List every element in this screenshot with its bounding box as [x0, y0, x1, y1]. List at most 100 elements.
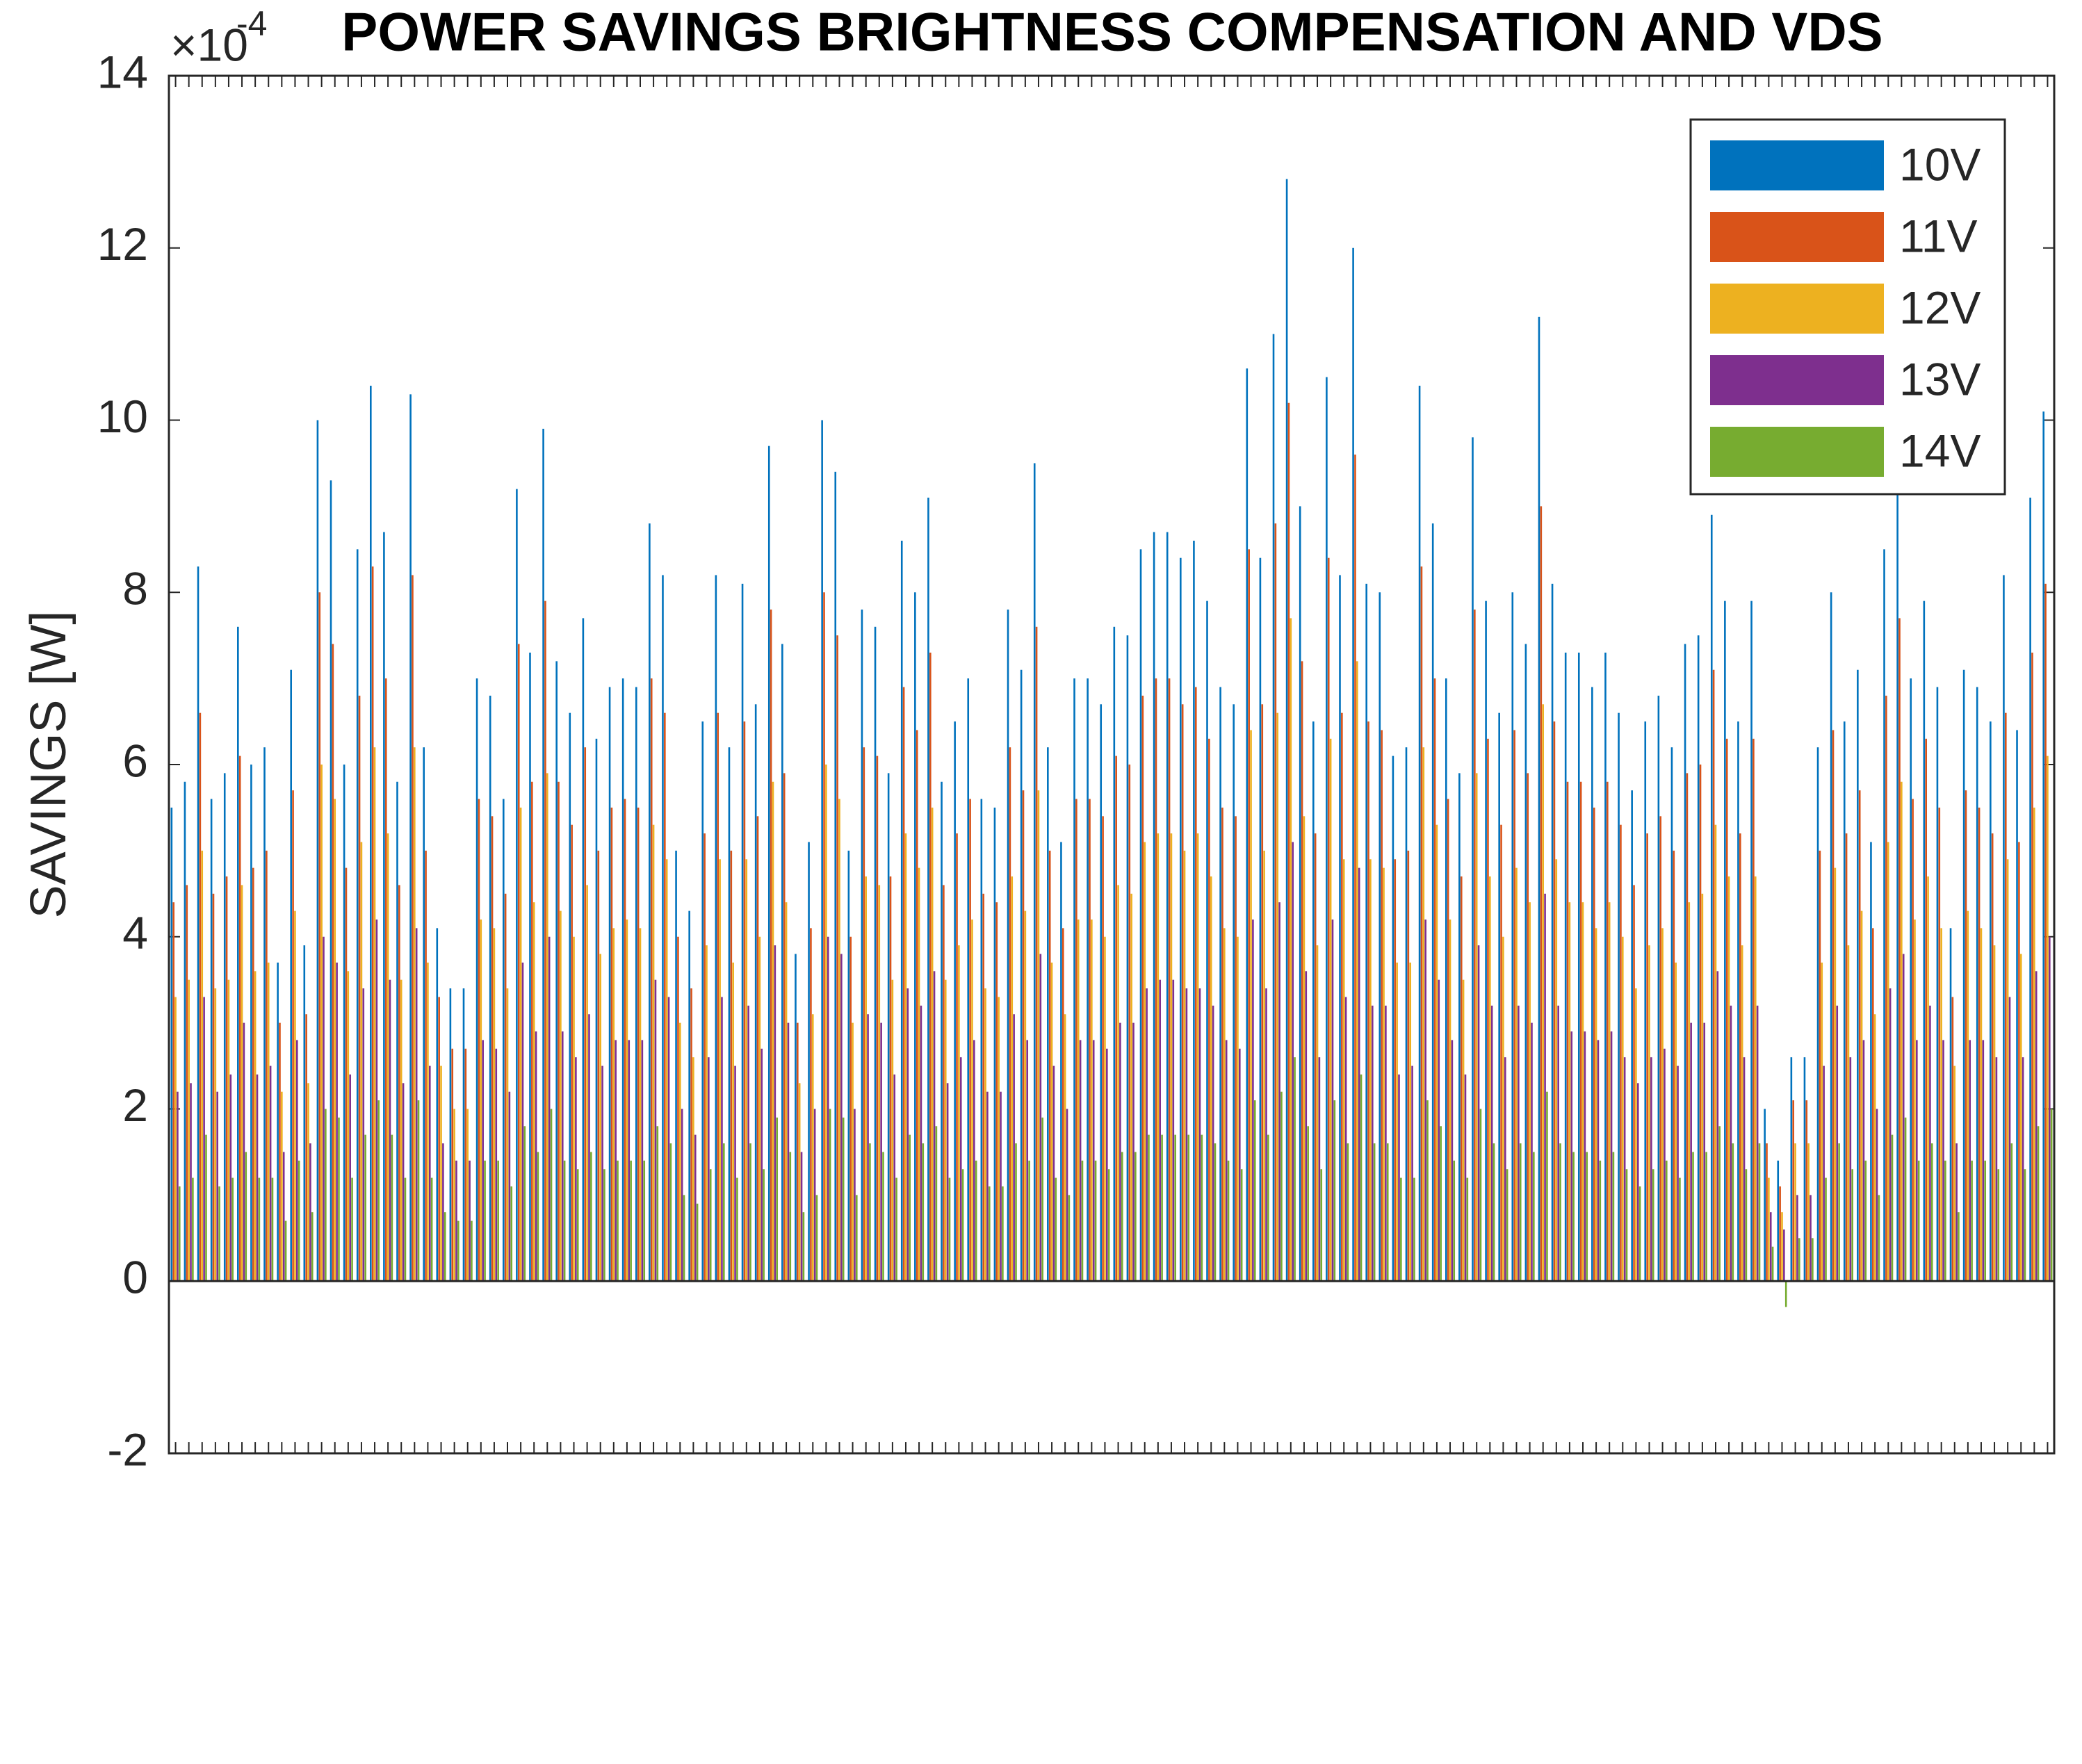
bar	[1595, 928, 1597, 1282]
bar	[1725, 738, 1728, 1282]
bar	[362, 988, 365, 1282]
bar	[1724, 601, 1726, 1282]
bar	[933, 971, 936, 1282]
bar	[2024, 1169, 2026, 1282]
bar	[1930, 1143, 1933, 1282]
bar	[610, 807, 613, 1282]
bar	[1898, 618, 1901, 1282]
bar	[958, 945, 960, 1282]
bar	[402, 1083, 405, 1282]
bar	[2019, 954, 2022, 1282]
bar	[1225, 1040, 1228, 1282]
bar	[776, 1117, 779, 1282]
bar	[1246, 368, 1249, 1282]
bar	[311, 1212, 314, 1282]
bar	[1784, 1281, 1787, 1307]
bar	[1982, 1040, 1985, 1282]
bar	[2044, 583, 2047, 1282]
bar	[1119, 1022, 1121, 1282]
bar	[704, 833, 706, 1282]
bar	[1527, 773, 1529, 1282]
bar	[1458, 773, 1461, 1282]
bar	[893, 1074, 896, 1282]
bar	[1052, 1065, 1055, 1282]
bar	[1278, 902, 1280, 1282]
bar	[1498, 712, 1500, 1282]
bar	[1121, 1152, 1123, 1282]
bar	[667, 997, 670, 1282]
bar	[1646, 833, 1648, 1282]
bar	[1303, 816, 1306, 1282]
bar	[1752, 738, 1755, 1282]
bar	[582, 618, 585, 1282]
bar	[186, 885, 188, 1282]
bar	[1464, 1074, 1467, 1282]
bar	[1305, 971, 1308, 1282]
bar	[815, 1195, 818, 1282]
bar	[1511, 592, 1514, 1282]
bar	[398, 885, 400, 1282]
bar	[1812, 1238, 1814, 1282]
bar	[229, 1074, 232, 1282]
bar	[307, 1083, 309, 1282]
bar	[2016, 730, 2018, 1282]
bar	[1424, 919, 1426, 1282]
bar	[941, 781, 943, 1282]
bar	[1451, 1040, 1454, 1282]
bar	[785, 902, 788, 1282]
bar	[1411, 1065, 1413, 1282]
bar	[1568, 902, 1571, 1282]
bar	[1326, 377, 1328, 1282]
bar	[856, 1195, 858, 1282]
bar	[1420, 566, 1423, 1282]
bar	[1929, 1005, 1931, 1282]
y-tick-label: 6	[122, 735, 148, 786]
bar	[1394, 859, 1397, 1282]
bar	[1301, 661, 1303, 1282]
bar	[298, 1160, 300, 1282]
bar	[1781, 1212, 1783, 1282]
bar	[1341, 712, 1343, 1282]
bar	[1187, 1134, 1190, 1282]
bar	[1037, 790, 1040, 1282]
bar	[1141, 695, 1144, 1282]
bar	[783, 773, 786, 1282]
bar	[455, 1160, 457, 1282]
bar	[471, 1220, 473, 1282]
bar	[798, 1083, 801, 1282]
bar	[1221, 807, 1223, 1282]
bar	[1490, 1005, 1493, 1282]
bar	[1675, 962, 1677, 1282]
bar	[1648, 945, 1650, 1282]
bar	[1864, 1160, 1867, 1282]
bar	[546, 773, 548, 1282]
bar	[1208, 738, 1210, 1282]
bar	[1997, 1169, 2000, 1282]
bar	[1904, 1117, 1907, 1282]
bar	[532, 902, 535, 1282]
bar	[1754, 876, 1757, 1282]
bar	[1066, 1109, 1068, 1282]
bar	[1020, 669, 1023, 1282]
bar	[1638, 1186, 1641, 1282]
bar	[369, 385, 372, 1282]
bar	[495, 1048, 498, 1282]
bar	[1807, 1143, 1809, 1282]
bar	[1107, 1169, 1110, 1282]
bar	[1927, 876, 1929, 1282]
bar	[1128, 765, 1131, 1282]
bar	[1168, 678, 1171, 1282]
bar	[1902, 954, 1905, 1282]
bar	[1910, 678, 1912, 1282]
bar	[1940, 928, 1942, 1282]
bar	[1198, 988, 1201, 1282]
bar	[279, 1022, 281, 1282]
bar	[854, 1109, 856, 1282]
bar	[294, 910, 296, 1282]
bar	[1104, 936, 1106, 1282]
bar	[1047, 747, 1049, 1282]
bar	[1718, 1126, 1721, 1282]
bar	[1727, 876, 1730, 1282]
bar	[649, 523, 651, 1282]
bar	[216, 1091, 219, 1282]
